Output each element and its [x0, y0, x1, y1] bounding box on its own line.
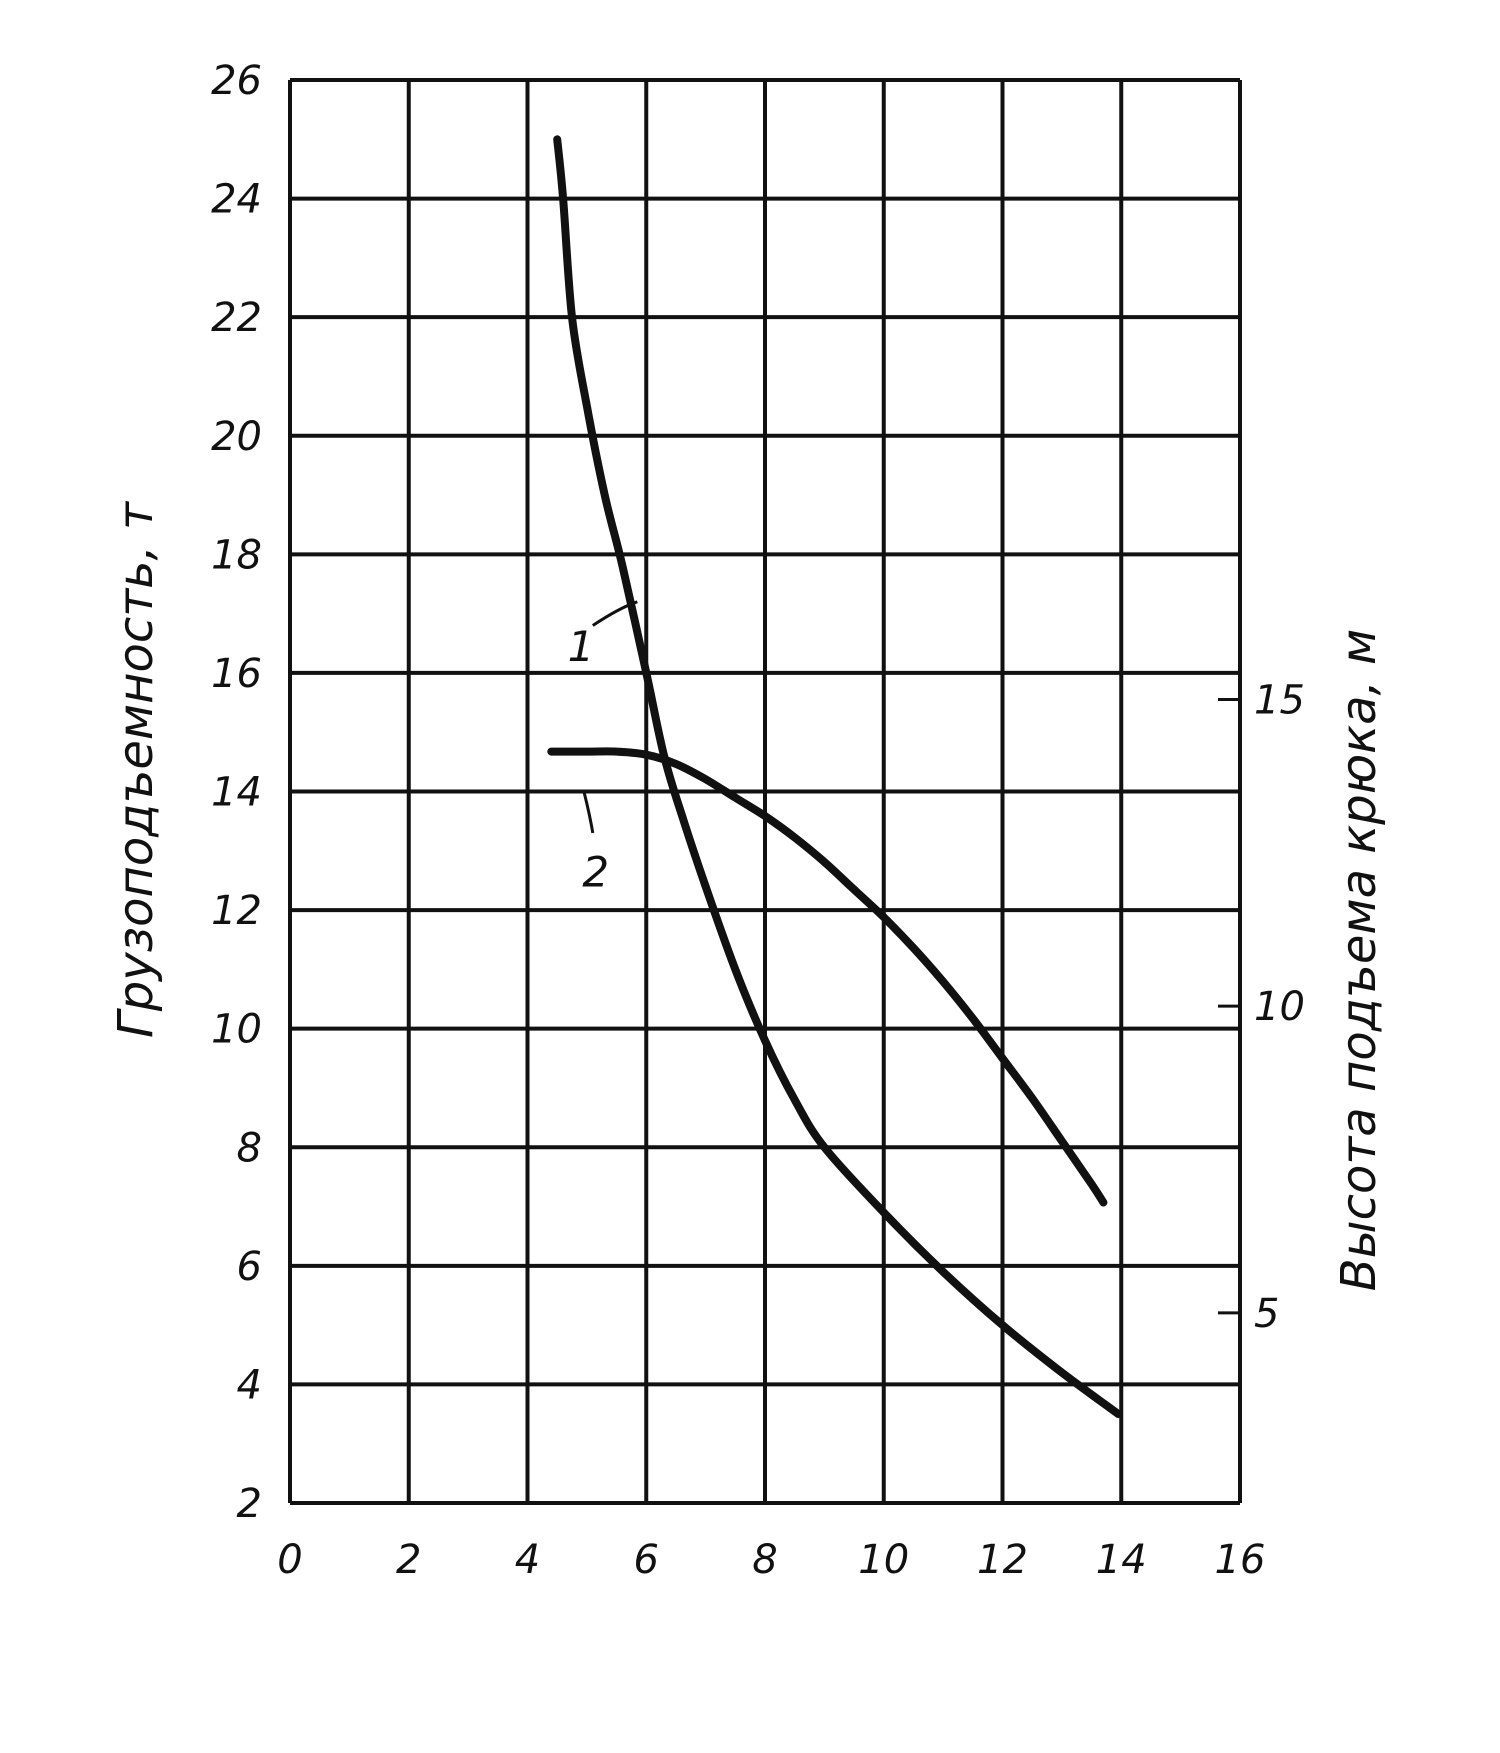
- series-line-1: [553, 135, 1123, 1419]
- x-tick-label: 16: [1215, 1537, 1266, 1583]
- x-tick-label: 10: [858, 1537, 909, 1583]
- series-lines: [547, 135, 1123, 1419]
- x-tick-label: 12: [977, 1537, 1028, 1583]
- series-labels: 12: [568, 600, 638, 896]
- y-tick-label: 20: [211, 414, 262, 460]
- x-tick-label: 2: [396, 1537, 421, 1583]
- y-tick-label: 6: [237, 1244, 262, 1290]
- y-tick-label: 4: [237, 1362, 262, 1408]
- series-2-label: 2: [582, 847, 609, 896]
- y-tick-label: 14: [211, 770, 262, 816]
- y-tick-label: 16: [211, 651, 262, 697]
- y-tick-label: 2: [237, 1481, 262, 1527]
- series-1-label: 1: [568, 622, 595, 671]
- y2-axis-title: Высота подъема крюка, м: [1331, 629, 1387, 1291]
- x-tick-label: 6: [634, 1537, 659, 1583]
- y2-axis-ticks: 5 10 15: [1218, 677, 1305, 1337]
- y2-tick-label: 10: [1254, 984, 1305, 1030]
- x-tick-label: 0: [277, 1537, 302, 1583]
- x-tick-label: 8: [752, 1537, 777, 1583]
- series-1-leader: [591, 600, 638, 627]
- y-tick-label: 26: [211, 58, 262, 104]
- series-2-leader: [582, 791, 595, 834]
- series-line-2: [547, 747, 1108, 1207]
- grid: [288, 78, 1242, 1505]
- x-tick-label: 14: [1096, 1537, 1147, 1583]
- y-axis-title: Грузоподъемность, т: [108, 500, 164, 1038]
- x-tick-label: 4: [515, 1537, 540, 1583]
- y2-tick-label: 5: [1254, 1291, 1279, 1337]
- y-tick-label: 10: [211, 1007, 262, 1053]
- x-axis-ticks: 0 2 4 6 8 10 12 14 16: [277, 1537, 1265, 1583]
- y-tick-label: 8: [237, 1125, 262, 1171]
- y2-tick-label: 15: [1254, 677, 1305, 723]
- y-tick-label: 22: [211, 295, 262, 341]
- y-tick-label: 12: [211, 888, 262, 934]
- y-tick-label: 24: [211, 177, 262, 223]
- y-tick-label: 18: [211, 532, 262, 578]
